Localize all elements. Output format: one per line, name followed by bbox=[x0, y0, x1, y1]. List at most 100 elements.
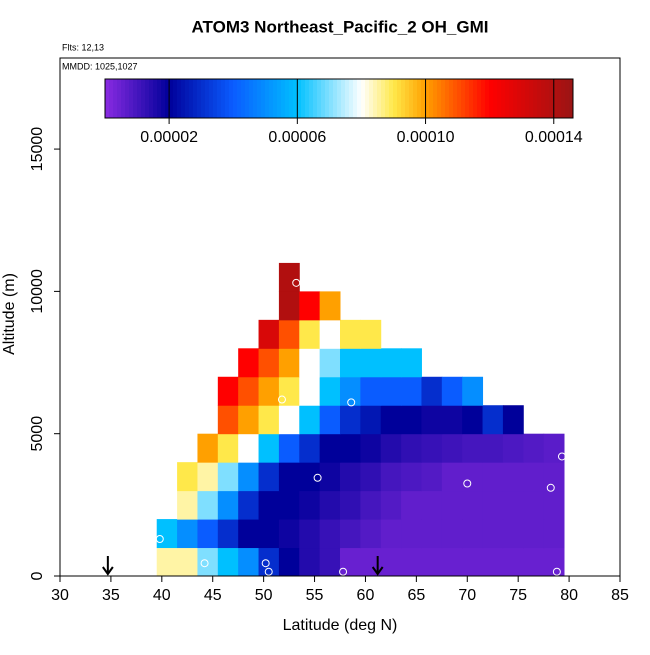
heat-cell bbox=[441, 376, 463, 406]
heat-cell bbox=[462, 519, 484, 549]
colorbar-swatch bbox=[537, 79, 542, 118]
heat-cell bbox=[360, 376, 382, 406]
colorbar-swatch bbox=[137, 79, 142, 118]
heat-cell bbox=[156, 519, 178, 549]
heat-cell bbox=[278, 291, 300, 321]
colorbar-swatch bbox=[521, 79, 526, 118]
colorbar-swatch bbox=[157, 79, 162, 118]
heat-cell bbox=[543, 462, 565, 492]
heat-cell bbox=[340, 348, 361, 378]
heat-cell bbox=[177, 547, 198, 577]
heat-cell bbox=[523, 547, 545, 577]
heat-cell bbox=[340, 319, 361, 349]
colorbar-swatch bbox=[349, 79, 354, 118]
heat-cell bbox=[462, 462, 484, 492]
heat-cell bbox=[380, 462, 402, 492]
colorbar-swatch bbox=[257, 79, 262, 118]
colorbar-swatch bbox=[341, 79, 346, 118]
x-tick-label: 55 bbox=[306, 587, 324, 604]
colorbar-swatch bbox=[497, 79, 502, 118]
colorbar-swatch bbox=[541, 79, 546, 118]
heat-cell bbox=[217, 519, 239, 549]
heat-cell bbox=[462, 490, 484, 520]
heat-cell bbox=[238, 405, 260, 435]
colorbar-swatch bbox=[553, 79, 558, 118]
colorbar-swatch bbox=[477, 79, 482, 118]
colorbar-swatch bbox=[517, 79, 522, 118]
colorbar-swatch bbox=[397, 79, 402, 118]
heat-cell bbox=[502, 433, 524, 463]
colorbar-swatch bbox=[321, 79, 326, 118]
heat-cell bbox=[258, 490, 280, 520]
heat-cell bbox=[543, 433, 565, 463]
heat-cell bbox=[360, 405, 382, 435]
heat-cell bbox=[380, 519, 402, 549]
colorbar-swatch bbox=[325, 79, 330, 118]
heat-cell bbox=[156, 547, 178, 577]
y-tick-label: 5000 bbox=[29, 416, 46, 452]
colorbar-swatch bbox=[113, 79, 118, 118]
colorbar-swatch bbox=[297, 79, 302, 118]
x-tick-label: 75 bbox=[509, 587, 527, 604]
heat-cell bbox=[523, 490, 545, 520]
colorbar-swatch bbox=[161, 79, 166, 118]
heat-cell bbox=[360, 547, 382, 577]
colorbar-swatch bbox=[557, 79, 562, 118]
colorbar-swatch bbox=[489, 79, 494, 118]
heat-cell bbox=[238, 376, 260, 406]
sample-point bbox=[155, 535, 164, 543]
heat-cell bbox=[482, 490, 504, 520]
colorbar-swatch bbox=[225, 79, 230, 118]
heat-cell bbox=[299, 348, 321, 378]
colorbar-swatch bbox=[245, 79, 250, 118]
heat-cell bbox=[360, 519, 382, 549]
colorbar-swatch bbox=[121, 79, 126, 118]
heat-cell bbox=[278, 547, 300, 577]
sample-point bbox=[277, 395, 286, 404]
colorbar-swatch bbox=[509, 79, 514, 118]
heat-cell bbox=[401, 547, 422, 577]
heat-cell bbox=[299, 433, 321, 463]
heat-cell bbox=[523, 519, 545, 549]
colorbar-swatch bbox=[317, 79, 322, 118]
heat-cell bbox=[278, 462, 300, 492]
colorbar-swatch bbox=[249, 79, 254, 118]
heat-cell bbox=[319, 519, 341, 549]
colorbar-swatch bbox=[505, 79, 510, 118]
colorbar-swatch bbox=[561, 79, 566, 118]
colorbar-swatch bbox=[393, 79, 398, 118]
colorbar-swatch bbox=[153, 79, 158, 118]
heat-cell bbox=[238, 348, 260, 378]
colorbar-swatch bbox=[177, 79, 182, 118]
heat-cell bbox=[299, 490, 321, 520]
heat-cell bbox=[523, 433, 545, 463]
heat-cell bbox=[319, 547, 341, 577]
sample-point bbox=[264, 567, 273, 576]
colorbar-swatch bbox=[333, 79, 338, 118]
colorbar-swatch bbox=[109, 79, 114, 118]
heat-cell bbox=[238, 433, 260, 463]
heat-cell bbox=[482, 405, 504, 435]
colorbar-swatch bbox=[253, 79, 258, 118]
colorbar-swatch bbox=[461, 79, 466, 118]
colorbar-swatch bbox=[401, 79, 406, 118]
colorbar-swatch bbox=[309, 79, 314, 118]
colorbar-swatch bbox=[413, 79, 418, 118]
y-tick-label: 0 bbox=[29, 571, 46, 580]
heat-cell bbox=[278, 319, 300, 349]
heat-cell bbox=[197, 433, 219, 463]
colorbar-swatch bbox=[433, 79, 438, 118]
colorbar-swatch bbox=[381, 79, 386, 118]
colorbar-swatch bbox=[141, 79, 146, 118]
heat-cell bbox=[278, 405, 300, 435]
heat-cell bbox=[258, 348, 280, 378]
heat-cell bbox=[197, 462, 219, 492]
heat-cell bbox=[401, 405, 422, 435]
heat-cell bbox=[278, 348, 300, 378]
heat-cell bbox=[360, 348, 382, 378]
colorbar-swatch bbox=[369, 79, 374, 118]
arrow bbox=[371, 556, 384, 576]
colorbar-swatch bbox=[457, 79, 462, 118]
x-tick-label: 60 bbox=[357, 587, 375, 604]
heat-cell bbox=[441, 519, 463, 549]
